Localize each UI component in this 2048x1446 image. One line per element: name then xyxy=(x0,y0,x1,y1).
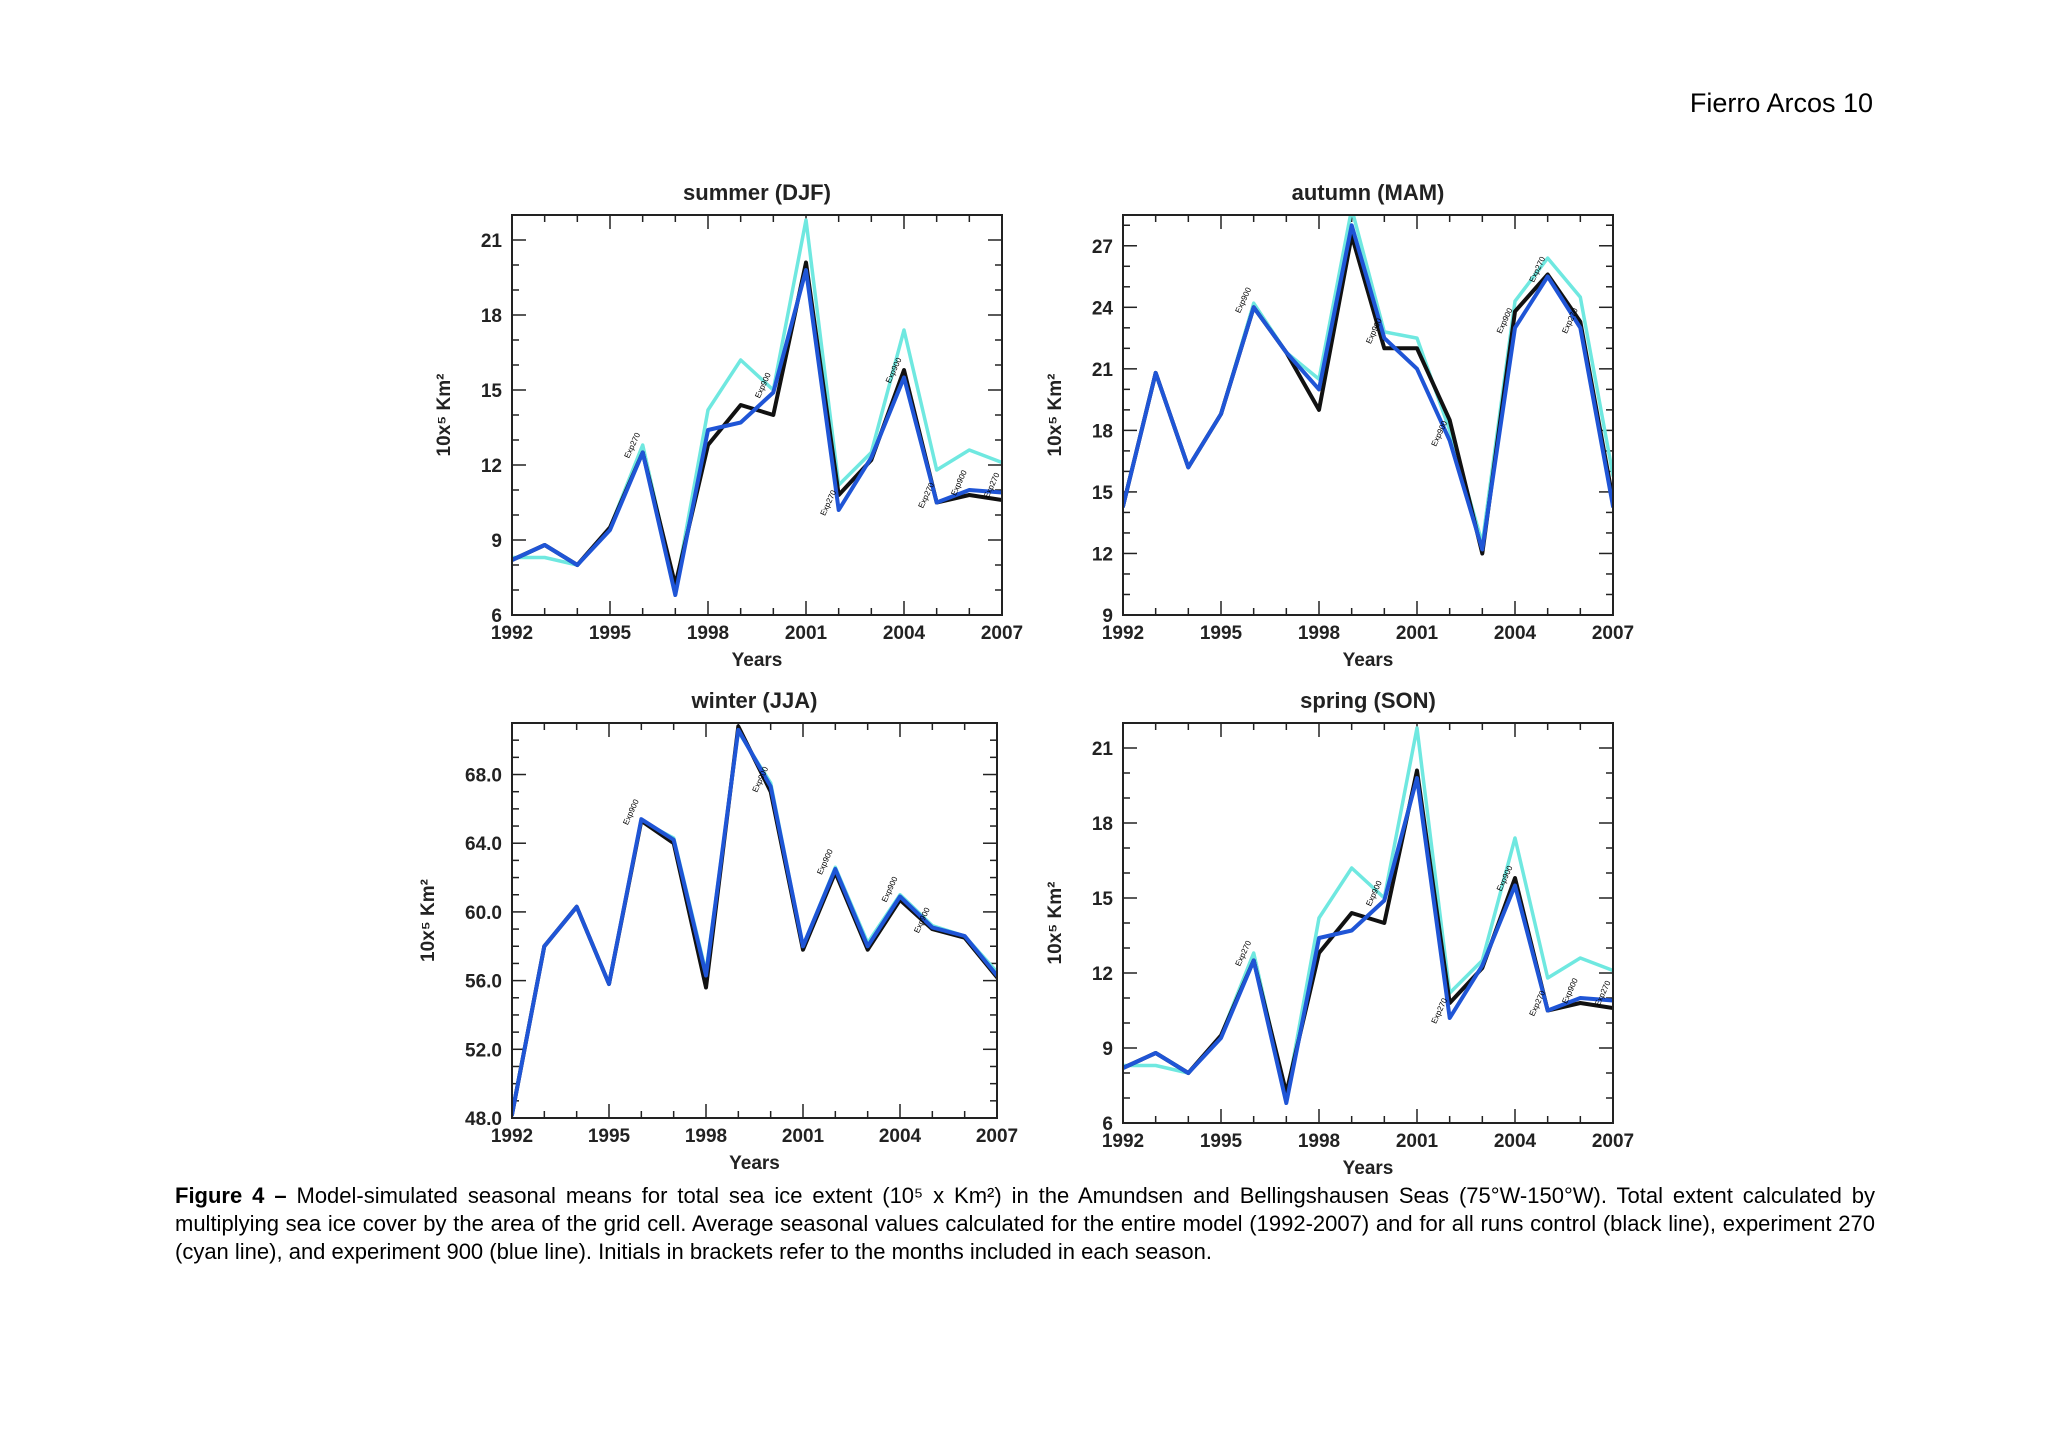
series-lines xyxy=(1123,726,1613,1105)
y-tick-label: 6 xyxy=(491,606,502,627)
y-tick-label: 60.0 xyxy=(465,903,502,924)
plot-frame xyxy=(1122,214,1614,616)
y-tick-label: 12 xyxy=(1092,544,1113,565)
series-line-exp900 xyxy=(512,727,997,1117)
x-tick-label: 1992 xyxy=(491,1126,533,1147)
x-tick-label: 1998 xyxy=(687,623,729,644)
series-line-control xyxy=(512,260,1002,587)
x-tick-label: 1992 xyxy=(491,623,533,644)
y-tick-label: 18 xyxy=(481,306,502,327)
x-tick-label: 1995 xyxy=(1200,623,1243,644)
figure-4-panel-grid: summer (DJF) 1992 1995 1998 2001 2004 2007 6 9 12… xyxy=(390,168,1655,1183)
plot-frame xyxy=(1122,722,1614,1124)
y-tick-label: 9 xyxy=(1102,606,1113,627)
x-tick-label: 2007 xyxy=(976,1126,1018,1147)
y-axis-label: 10x⁵ Km² xyxy=(434,374,455,457)
axis-ticks xyxy=(511,214,1003,616)
y-tick-label: 24 xyxy=(1092,298,1114,319)
run-annotation: Exp270 xyxy=(1430,996,1450,1025)
x-tick-label: 1998 xyxy=(1298,623,1340,644)
x-tick-label: 2007 xyxy=(1592,1131,1634,1152)
chart-panel-0: summer (DJF) 1992 1995 1998 2001 2004 2007 6 9 12… xyxy=(434,180,1023,671)
x-tick-label: 2001 xyxy=(1396,1131,1439,1152)
x-axis-label: Years xyxy=(1343,1158,1394,1179)
y-tick-label: 12 xyxy=(481,456,502,477)
series-line-exp900 xyxy=(1123,223,1613,552)
chart-title: autumn (MAM) xyxy=(1292,180,1445,205)
y-tick-label: 9 xyxy=(1102,1039,1113,1060)
x-tick-label: 1995 xyxy=(1200,1131,1243,1152)
y-axis-label: 10x⁵ Km² xyxy=(418,879,439,962)
y-tick-label: 9 xyxy=(491,531,502,552)
x-axis-label: Years xyxy=(729,1153,780,1174)
y-tick-label: 27 xyxy=(1092,237,1113,258)
page-number-header: Fierro Arcos 10 xyxy=(1689,88,1873,118)
y-tick-label: 48.0 xyxy=(465,1109,502,1130)
x-tick-label: 2001 xyxy=(785,623,828,644)
x-tick-label: 2004 xyxy=(1494,1131,1537,1152)
series-line-control xyxy=(1123,768,1613,1095)
x-tick-label: 1998 xyxy=(685,1126,727,1147)
x-tick-label: 2001 xyxy=(782,1126,825,1147)
x-tick-label: 1995 xyxy=(589,623,632,644)
series-lines xyxy=(512,218,1002,597)
series-lines xyxy=(1123,215,1613,556)
series-lines xyxy=(512,724,997,1117)
y-tick-label: 18 xyxy=(1092,814,1113,835)
y-tick-label: 21 xyxy=(1092,739,1114,760)
x-axis-label: Years xyxy=(732,650,783,671)
x-tick-label: 1992 xyxy=(1102,1131,1144,1152)
x-tick-label: 1992 xyxy=(1102,623,1144,644)
plot-frame xyxy=(511,722,998,1119)
run-annotation: Exp270 xyxy=(982,471,1002,500)
y-tick-label: 64.0 xyxy=(465,834,502,855)
series-line-exp900 xyxy=(512,268,1002,597)
x-tick-label: 2004 xyxy=(879,1126,922,1147)
series-line-exp900 xyxy=(1123,776,1613,1105)
x-tick-label: 2001 xyxy=(1396,623,1439,644)
y-tick-label: 56.0 xyxy=(465,972,502,993)
run-annotation: Exp270 xyxy=(819,488,839,517)
y-tick-label: 15 xyxy=(481,381,503,402)
axis-ticks xyxy=(1122,215,1614,616)
x-tick-label: 2007 xyxy=(981,623,1023,644)
y-tick-label: 6 xyxy=(1102,1114,1113,1135)
chart-panel-2: winter (JJA) 1992 1995 1998 2001 2004 2007 48.0… xyxy=(418,688,1018,1174)
y-tick-label: 18 xyxy=(1092,421,1113,442)
x-tick-label: 2007 xyxy=(1592,623,1634,644)
chart-panel-1: autumn (MAM) 1992 1995 1998 2001 2004 2007 9 12 1… xyxy=(1045,180,1634,671)
chart-panel-3: spring (SON) 1992 1995 1998 2001 2004 2007 6 9 12… xyxy=(1045,688,1634,1179)
y-tick-label: 52.0 xyxy=(465,1040,502,1061)
y-tick-label: 21 xyxy=(481,231,503,252)
x-tick-label: 2004 xyxy=(883,623,926,644)
caption-label: Figure 4 – xyxy=(175,1183,287,1208)
chart-title: spring (SON) xyxy=(1300,688,1436,713)
y-tick-label: 68.0 xyxy=(465,766,502,787)
y-tick-label: 15 xyxy=(1092,483,1114,504)
chart-title: summer (DJF) xyxy=(683,180,831,205)
x-tick-label: 1998 xyxy=(1298,1131,1340,1152)
y-tick-label: 15 xyxy=(1092,889,1114,910)
y-tick-label: 12 xyxy=(1092,964,1113,985)
caption-text: Model-simulated seasonal means for total… xyxy=(175,1183,1875,1264)
seasonal-sea-ice-charts: summer (DJF) 1992 1995 1998 2001 2004 2007 6 9 12… xyxy=(418,180,1634,1179)
y-axis-label: 10x⁵ Km² xyxy=(1045,374,1066,457)
x-tick-label: 1995 xyxy=(588,1126,631,1147)
plot-frame xyxy=(511,214,1003,616)
x-tick-label: 2004 xyxy=(1494,623,1537,644)
chart-title: winter (JJA) xyxy=(691,688,818,713)
x-axis-label: Years xyxy=(1343,650,1394,671)
y-tick-label: 21 xyxy=(1092,360,1114,381)
run-annotation: Exp270 xyxy=(1593,979,1613,1008)
figure-caption: Figure 4 – Model-simulated seasonal mean… xyxy=(175,1182,1875,1266)
run-annotation: Exp900 xyxy=(621,797,641,826)
y-axis-label: 10x⁵ Km² xyxy=(1045,882,1066,965)
